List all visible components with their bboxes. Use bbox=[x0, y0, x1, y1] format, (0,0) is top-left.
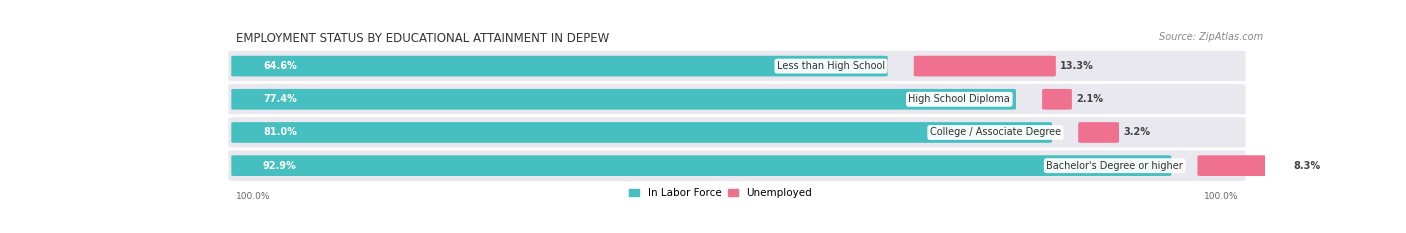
Text: 100.0%: 100.0% bbox=[236, 192, 270, 201]
Text: EMPLOYMENT STATUS BY EDUCATIONAL ATTAINMENT IN DEPEW: EMPLOYMENT STATUS BY EDUCATIONAL ATTAINM… bbox=[236, 31, 609, 45]
Text: 8.3%: 8.3% bbox=[1294, 161, 1320, 171]
Text: 2.1%: 2.1% bbox=[1076, 94, 1104, 104]
FancyBboxPatch shape bbox=[1198, 155, 1289, 176]
Text: 100.0%: 100.0% bbox=[1204, 192, 1239, 201]
FancyBboxPatch shape bbox=[226, 149, 1247, 182]
Text: Bachelor's Degree or higher: Bachelor's Degree or higher bbox=[1046, 161, 1182, 171]
Text: High School Diploma: High School Diploma bbox=[908, 94, 1010, 104]
FancyBboxPatch shape bbox=[1042, 89, 1071, 110]
Text: Source: ZipAtlas.com: Source: ZipAtlas.com bbox=[1159, 31, 1263, 41]
Legend: In Labor Force, Unemployed: In Labor Force, Unemployed bbox=[624, 184, 817, 202]
FancyBboxPatch shape bbox=[226, 49, 1247, 83]
Text: 81.0%: 81.0% bbox=[263, 127, 297, 137]
FancyBboxPatch shape bbox=[232, 155, 1171, 176]
Text: 13.3%: 13.3% bbox=[1060, 61, 1094, 71]
Text: 3.2%: 3.2% bbox=[1123, 127, 1150, 137]
Text: 77.4%: 77.4% bbox=[263, 94, 297, 104]
FancyBboxPatch shape bbox=[232, 122, 1052, 143]
Text: College / Associate Degree: College / Associate Degree bbox=[929, 127, 1062, 137]
FancyBboxPatch shape bbox=[1078, 122, 1119, 143]
FancyBboxPatch shape bbox=[226, 116, 1247, 149]
Text: Less than High School: Less than High School bbox=[778, 61, 884, 71]
FancyBboxPatch shape bbox=[226, 82, 1247, 116]
Text: 92.9%: 92.9% bbox=[263, 161, 297, 171]
FancyBboxPatch shape bbox=[232, 56, 887, 76]
Text: 64.6%: 64.6% bbox=[263, 61, 297, 71]
FancyBboxPatch shape bbox=[232, 89, 1017, 110]
FancyBboxPatch shape bbox=[914, 56, 1056, 76]
